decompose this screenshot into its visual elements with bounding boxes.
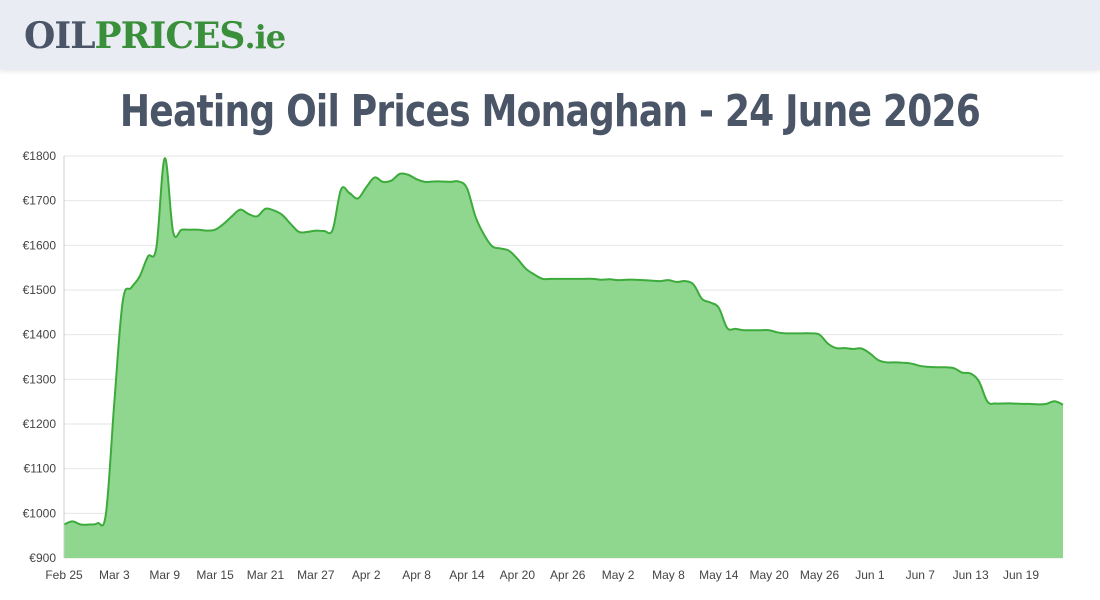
x-tick-label: May 8 [652,568,685,582]
x-tick-label: Jun 19 [1003,568,1039,582]
price-area [64,158,1063,558]
y-tick-label: €1400 [23,328,57,342]
price-line [63,157,1064,527]
logo-tld-text: .ie [244,18,286,56]
y-tick-label: €900 [29,551,56,565]
x-tick-label: Jun 13 [953,568,989,582]
x-tick-label: Apr 20 [500,568,536,582]
logo-oil-text: OIL [24,15,96,57]
site-logo[interactable]: OILPRICES.ie [24,15,286,57]
logo-prices-text: PRICES [94,15,246,57]
x-tick-label: Feb 25 [45,568,83,582]
x-tick-label: Apr 8 [402,568,431,582]
x-tick-label: Mar 15 [196,568,234,582]
x-tick-label: Mar 3 [99,568,130,582]
y-tick-label: €1300 [23,372,57,386]
x-tick-label: May 26 [800,568,840,582]
y-tick-label: €1200 [23,417,57,431]
x-tick-label: May 20 [749,568,789,582]
y-tick-label: €1000 [23,506,57,520]
x-tick-label: May 14 [699,568,739,582]
site-header: OILPRICES.ie [0,0,1100,70]
y-tick-label: €1500 [23,283,57,297]
y-tick-label: €1800 [23,149,57,163]
x-tick-label: Apr 26 [550,568,586,582]
x-tick-label: Mar 21 [247,568,285,582]
y-axis: €900 €1000 €1100 €1200 €1300 €1400 €1500 €1600 €… [23,149,65,565]
x-tick-label: Apr 14 [449,568,485,582]
x-tick-label: Apr 2 [352,568,381,582]
page-title: Heating Oil Prices Monaghan - 24 June 20… [119,86,981,137]
y-tick-label: €1700 [23,194,57,208]
x-tick-label: Jun 7 [906,568,936,582]
price-chart: €900 €1000 €1100 €1200 €1300 €1400 €1500 €1600 €… [23,149,1064,582]
y-tick-label: €1600 [23,238,57,252]
y-tick-label: €1100 [24,462,57,476]
x-axis: Feb 25 Mar 3 Mar 9 Mar 15 Mar 21 Mar 27 Apr 2 A… [45,568,1039,582]
x-tick-label: Jun 1 [855,568,885,582]
x-tick-label: Mar 27 [297,568,335,582]
x-tick-label: Mar 9 [149,568,180,582]
x-tick-label: May 2 [602,568,635,582]
